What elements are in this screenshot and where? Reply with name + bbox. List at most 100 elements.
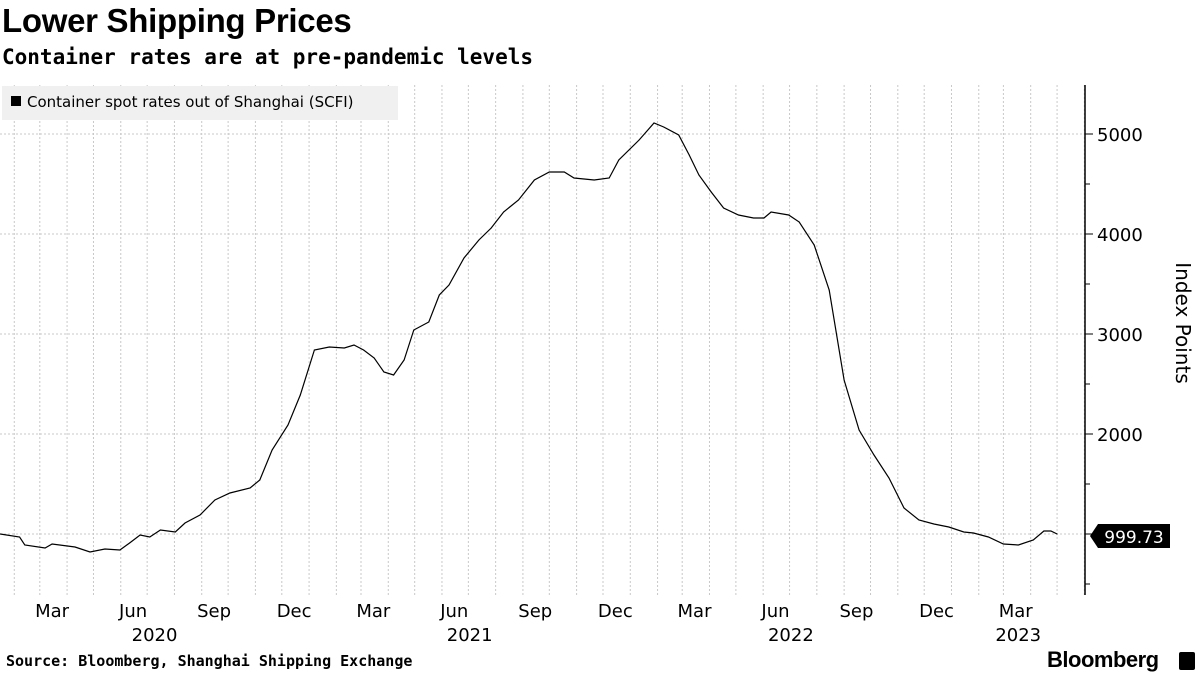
y-tick-label: 5000 xyxy=(1097,125,1143,146)
data-point xyxy=(933,523,935,525)
data-point xyxy=(229,492,231,494)
x-year-label: 2020 xyxy=(132,625,178,646)
data-point xyxy=(563,171,565,173)
data-point xyxy=(463,257,465,259)
data-point xyxy=(383,371,385,373)
data-point xyxy=(413,329,415,331)
data-point xyxy=(608,177,610,179)
data-point xyxy=(44,547,46,549)
data-point xyxy=(518,199,520,201)
data-point xyxy=(788,214,790,216)
data-point xyxy=(104,548,106,550)
data-point xyxy=(770,211,772,213)
legend-background xyxy=(2,86,398,120)
x-tick-label: Sep xyxy=(839,601,873,622)
data-point xyxy=(373,357,375,359)
x-tick-label: Sep xyxy=(197,601,231,622)
data-point xyxy=(299,394,301,396)
data-point xyxy=(149,536,151,538)
bloomberg-logo: Bloomberg xyxy=(1047,647,1159,672)
x-tick-label: Mar xyxy=(999,601,1034,622)
x-tick-label: Dec xyxy=(598,601,633,622)
data-point xyxy=(259,479,261,481)
data-point xyxy=(271,449,273,451)
data-point xyxy=(214,499,216,501)
source-note: Source: Bloomberg, Shanghai Shipping Exc… xyxy=(6,652,413,670)
data-point xyxy=(249,487,251,489)
data-point xyxy=(903,507,905,509)
data-point xyxy=(813,244,815,246)
chart-subtitle: Container rates are at pre-pandemic leve… xyxy=(2,45,534,69)
data-point xyxy=(663,126,665,128)
x-tick-label: Jun xyxy=(760,601,789,622)
data-point xyxy=(393,374,395,376)
data-point xyxy=(287,424,289,426)
data-point xyxy=(533,179,535,181)
x-tick-label: Jun xyxy=(118,601,147,622)
data-point xyxy=(698,174,700,176)
gridlines xyxy=(0,85,1085,595)
data-point xyxy=(313,349,315,351)
x-tick-label: Mar xyxy=(356,601,391,622)
data-point xyxy=(363,349,365,351)
data-point xyxy=(1017,544,1019,546)
data-point xyxy=(763,217,765,219)
data-point xyxy=(618,159,620,161)
data-point xyxy=(828,289,830,291)
data-point xyxy=(353,344,355,346)
data-point xyxy=(503,211,505,213)
series-points xyxy=(0,122,1058,553)
data-point xyxy=(403,359,405,361)
data-point xyxy=(963,531,965,533)
data-point xyxy=(0,533,1,535)
data-point xyxy=(548,171,550,173)
data-point xyxy=(987,536,989,538)
data-point xyxy=(1050,530,1052,532)
data-point xyxy=(328,346,330,348)
x-tick-label: Jun xyxy=(439,601,468,622)
data-point xyxy=(653,122,655,124)
x-axis-labels: Mar Jun Sep Dec Mar Jun Sep Dec Mar Jun Sep Dec Mar 2… xyxy=(35,601,1041,646)
data-point xyxy=(159,529,161,531)
data-point xyxy=(184,522,186,524)
data-point xyxy=(1056,533,1058,535)
legend: Container spot rates out of Shanghai (SC… xyxy=(2,86,398,120)
x-tick-label: Dec xyxy=(919,601,954,622)
y-axis: 2000 3000 4000 5000 xyxy=(1084,85,1143,595)
data-point xyxy=(843,379,845,381)
data-point xyxy=(428,321,430,323)
y-axis-label: Index Points xyxy=(1171,262,1195,384)
data-point xyxy=(678,134,680,136)
data-point xyxy=(174,531,176,533)
data-point xyxy=(89,551,91,553)
last-value-label: 999.73 xyxy=(1104,528,1163,548)
data-point xyxy=(858,429,860,431)
x-year-label: 2023 xyxy=(995,625,1041,646)
data-point xyxy=(1032,539,1034,541)
data-point xyxy=(438,294,440,296)
x-tick-label: Mar xyxy=(35,601,70,622)
data-point xyxy=(593,179,595,181)
data-point xyxy=(1043,530,1045,532)
data-point xyxy=(972,532,974,534)
data-point xyxy=(1002,543,1004,545)
legend-swatch xyxy=(11,96,21,106)
data-point xyxy=(873,454,875,456)
legend-entry: Container spot rates out of Shanghai (SC… xyxy=(27,93,353,111)
data-point xyxy=(24,544,26,546)
data-point xyxy=(752,217,754,219)
x-tick-label: Dec xyxy=(277,601,312,622)
x-tick-label: Sep xyxy=(518,601,552,622)
x-year-label: 2022 xyxy=(768,625,814,646)
series-line xyxy=(0,122,1058,553)
data-point xyxy=(948,526,950,528)
data-point xyxy=(51,543,53,545)
data-point xyxy=(19,536,21,538)
data-point xyxy=(478,239,480,241)
data-point xyxy=(139,534,141,536)
data-point xyxy=(888,477,890,479)
x-year-label: 2021 xyxy=(447,625,493,646)
data-point xyxy=(448,284,450,286)
data-point xyxy=(119,549,121,551)
data-point xyxy=(918,519,920,521)
